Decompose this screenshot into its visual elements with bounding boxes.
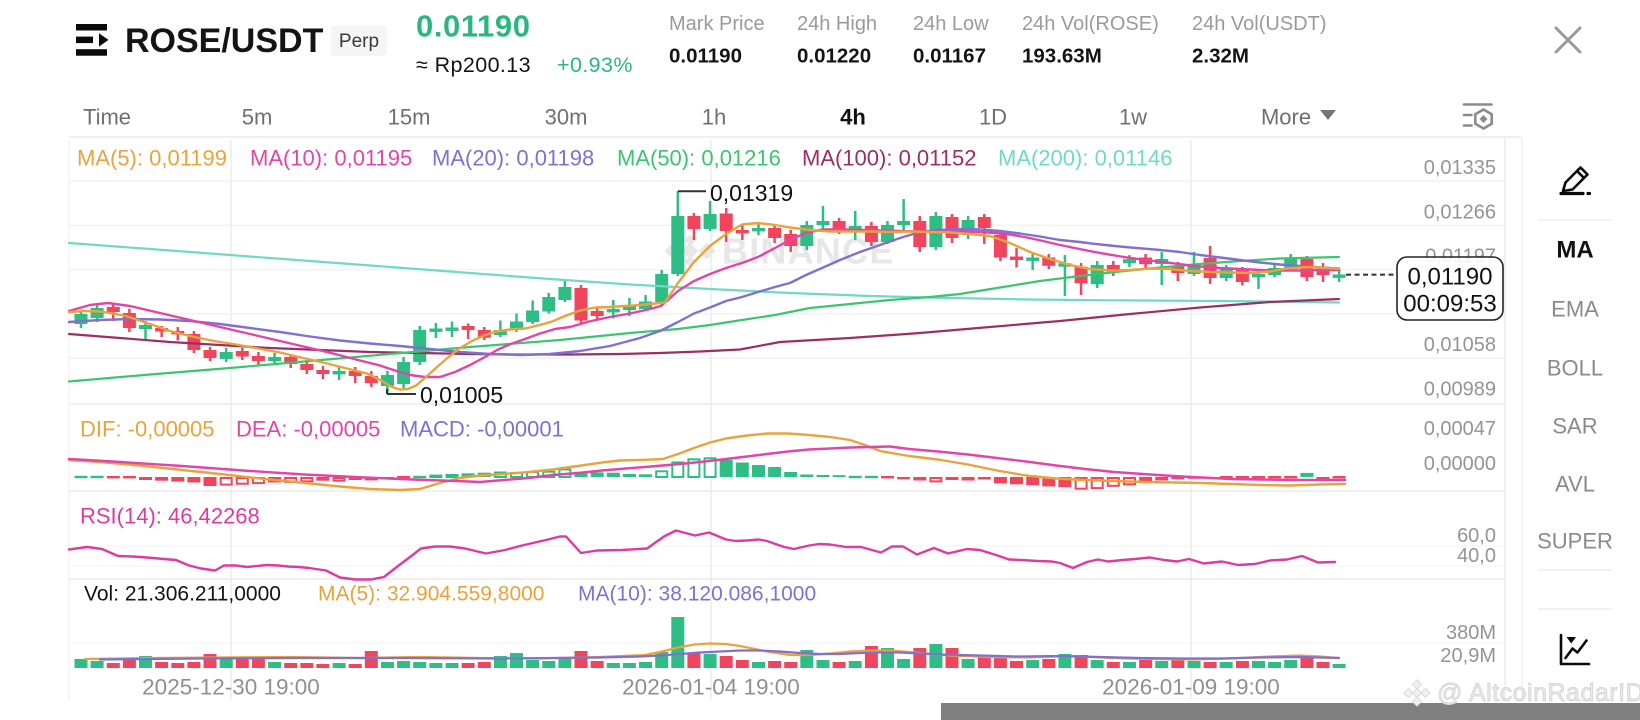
svg-text:1w: 1w [1119,105,1147,130]
svg-text:0.01190: 0.01190 [669,45,742,68]
svg-text:0.01220: 0.01220 [797,45,871,68]
svg-text:24h Vol(USDT): 24h Vol(USDT) [1192,13,1327,35]
svg-text:Vol: 21.306.211,0000: Vol: 21.306.211,0000 [84,583,281,606]
svg-text:4h: 4h [840,105,866,130]
svg-text:0,01319: 0,01319 [710,180,793,206]
svg-text:0,00047: 0,00047 [1424,418,1496,440]
svg-text:2026-01-04 19:00: 2026-01-04 19:00 [622,675,800,700]
svg-text:More: More [1261,105,1311,130]
svg-text:0,00000: 0,00000 [1424,453,1496,475]
svg-text:SUPER: SUPER [1537,529,1613,554]
svg-text:1h: 1h [702,105,726,130]
svg-text:MA(50): 0,01216: MA(50): 0,01216 [617,146,781,171]
svg-text:2025-12-30 19:00: 2025-12-30 19:00 [142,675,320,700]
svg-text:RSI(14): 46,42268: RSI(14): 46,42268 [80,504,260,529]
svg-text:0,00989: 0,00989 [1424,379,1496,401]
svg-text:00:09:53: 00:09:53 [1403,291,1496,318]
svg-text:≈ Rp200.13: ≈ Rp200.13 [416,53,531,77]
svg-text:MA(5): 32.904.559,8000: MA(5): 32.904.559,8000 [318,583,545,606]
svg-text:MA(10): 0,01195: MA(10): 0,01195 [250,146,412,171]
svg-text:0.01167: 0.01167 [913,45,986,68]
svg-text:MA(200): 0,01146: MA(200): 0,01146 [998,146,1172,171]
svg-text:1D: 1D [979,105,1007,130]
svg-text:Time: Time [83,105,131,130]
svg-text:2.32M: 2.32M [1192,45,1249,68]
svg-text:MA(5): 0,01199: MA(5): 0,01199 [77,146,227,171]
svg-text:24h Low: 24h Low [913,13,989,35]
svg-text:Mark Price: Mark Price [669,13,765,35]
svg-text:@ AltcoinRadarID: @ AltcoinRadarID [1437,679,1640,707]
svg-text:+0.93%: +0.93% [557,53,633,77]
svg-text:20,9M: 20,9M [1440,645,1496,667]
svg-text:ROSE/USDT: ROSE/USDT [125,22,324,60]
svg-text:MA(10): 38.120.086,1000: MA(10): 38.120.086,1000 [578,583,816,606]
svg-text:DIF: -0,00005: DIF: -0,00005 [80,417,215,442]
svg-text:5m: 5m [242,105,273,130]
svg-text:0,01190: 0,01190 [1408,264,1493,291]
svg-text:MA: MA [1556,237,1593,264]
svg-text:0,01005: 0,01005 [420,382,503,408]
svg-text:BOLL: BOLL [1547,356,1603,381]
svg-text:380M: 380M [1446,622,1496,644]
svg-text:0,01058: 0,01058 [1424,334,1496,356]
svg-text:60,0: 60,0 [1457,525,1496,547]
svg-text:0,01266: 0,01266 [1424,201,1496,223]
svg-text:2026-01-09 19:00: 2026-01-09 19:00 [1102,675,1280,700]
svg-text:193.63M: 193.63M [1022,45,1102,68]
svg-text:EMA: EMA [1551,297,1599,322]
svg-text:AVL: AVL [1555,472,1595,497]
svg-text:24h High: 24h High [797,13,877,35]
svg-text:15m: 15m [388,105,431,130]
svg-text:SAR: SAR [1552,414,1597,439]
svg-text:MA(20): 0,01198: MA(20): 0,01198 [432,146,594,171]
svg-text:24h Vol(ROSE): 24h Vol(ROSE) [1022,13,1159,35]
svg-text:0,01335: 0,01335 [1424,157,1496,179]
svg-text:DEA: -0,00005: DEA: -0,00005 [236,417,380,442]
svg-text:0.01190: 0.01190 [416,9,531,44]
svg-text:40,0: 40,0 [1457,545,1496,567]
svg-text:30m: 30m [545,105,588,130]
svg-text:MACD: -0,00001: MACD: -0,00001 [400,417,564,442]
svg-text:Perp: Perp [339,31,379,52]
svg-text:MA(100): 0,01152: MA(100): 0,01152 [802,146,976,171]
